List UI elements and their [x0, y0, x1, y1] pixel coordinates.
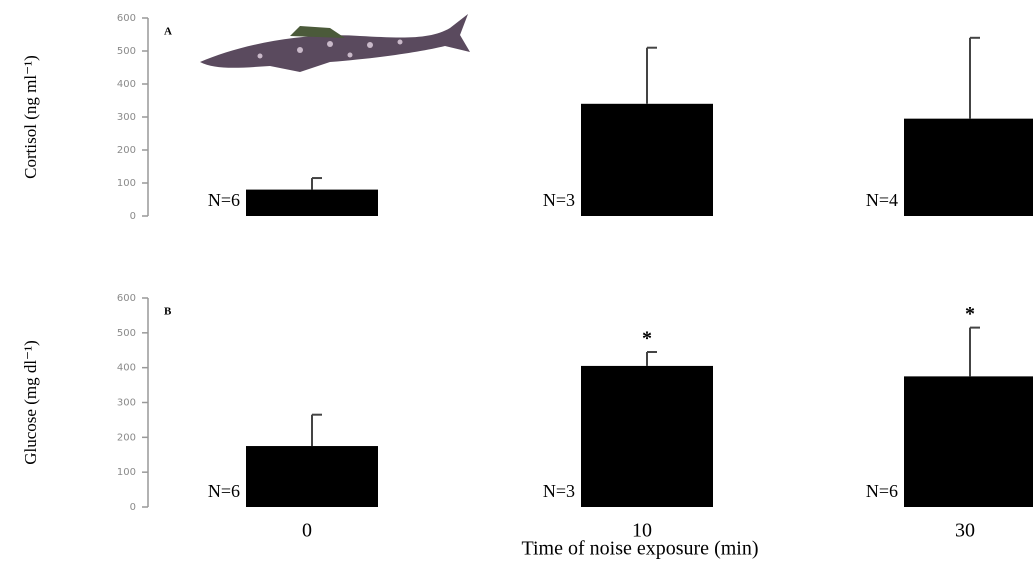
significance-mark: * [642, 328, 652, 350]
x-axis-label: Time of noise exposure (min) [521, 538, 758, 560]
y-tick-label: 400 [117, 363, 136, 374]
n-label: N=4 [866, 190, 898, 210]
y-tick-label: 300 [117, 398, 136, 409]
n-label: N=3 [543, 190, 575, 210]
bar [904, 376, 1033, 507]
panel-label: A [164, 26, 172, 38]
bar [581, 104, 713, 216]
x-tick-label: 0 [302, 520, 312, 542]
y-tick-label: 100 [117, 467, 136, 478]
bar [246, 446, 378, 507]
bar [246, 190, 378, 216]
y-tick-label: 0 [130, 502, 136, 513]
fish-illustration [200, 14, 470, 72]
bar [581, 366, 713, 507]
y-tick-label: 500 [117, 46, 136, 57]
n-label: N=6 [208, 481, 240, 501]
y-tick-label: 300 [117, 112, 136, 123]
significance-mark: * [965, 303, 975, 325]
y-tick-label: 500 [117, 328, 136, 339]
bar [904, 119, 1033, 216]
y-tick-label: 200 [117, 432, 136, 443]
y-tick-label: 600 [117, 293, 136, 304]
n-label: N=3 [543, 481, 575, 501]
panel-label: B [164, 306, 172, 318]
chart: 0100200300400500600Cortisol (ng ml⁻¹)AN=… [0, 0, 1033, 566]
y-axis-label: Cortisol (ng ml⁻¹) [21, 55, 40, 179]
y-tick-label: 400 [117, 79, 136, 90]
n-label: N=6 [866, 481, 898, 501]
y-tick-label: 600 [117, 13, 136, 24]
n-label: N=6 [208, 190, 240, 210]
y-tick-label: 200 [117, 145, 136, 156]
y-tick-label: 100 [117, 178, 136, 189]
y-axis-label: Glucose (mg dl⁻¹) [21, 340, 40, 465]
y-tick-label: 0 [130, 211, 136, 222]
x-tick-label: 30 [955, 520, 975, 542]
